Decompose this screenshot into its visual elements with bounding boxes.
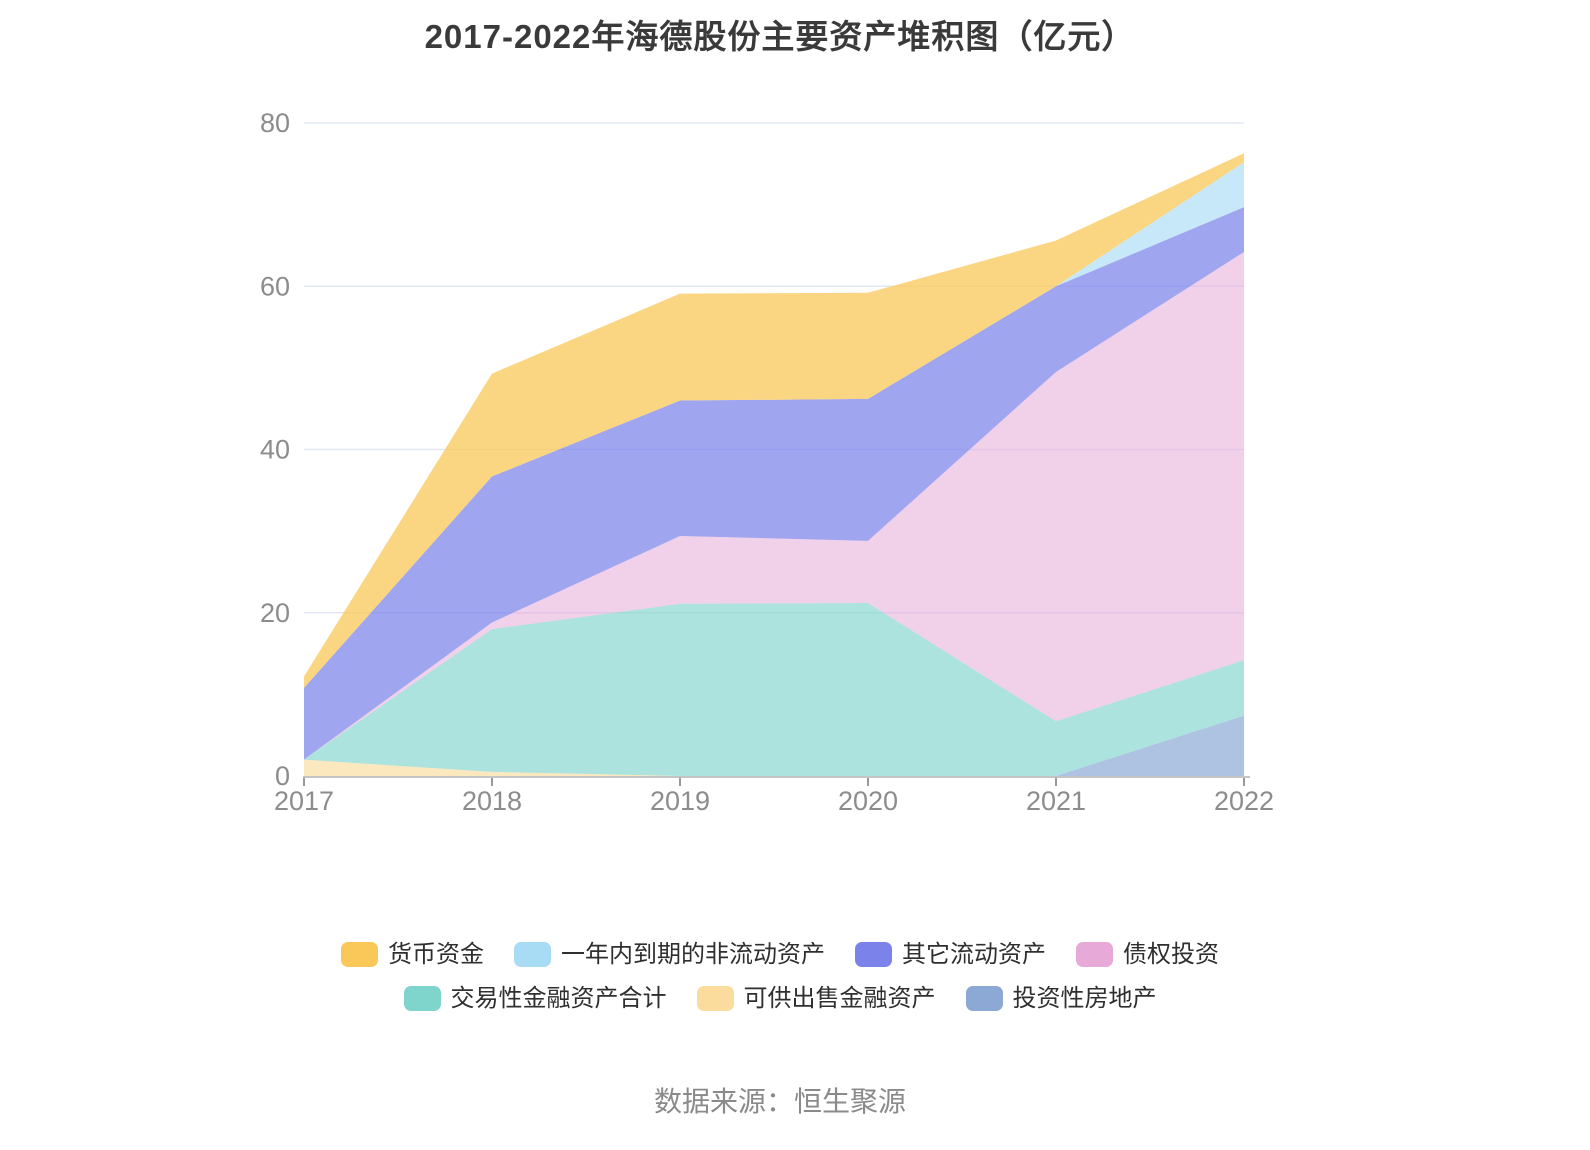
- area-投资性房地产: [304, 715, 1244, 776]
- x-tick-label-2019: 2019: [650, 786, 710, 816]
- x-tick-label-2020: 2020: [838, 786, 898, 816]
- y-tick-label-60: 60: [260, 271, 290, 301]
- area-其它流动资产: [304, 207, 1244, 760]
- area-可供出售金融资产: [304, 715, 1244, 776]
- legend-swatch-icon: [403, 986, 441, 1011]
- legend-label: 债权投资: [1123, 941, 1219, 968]
- area-货币资金: [304, 153, 1244, 688]
- legend-row-2: 交易性金融资产合计 可供出售金融资产 投资性房地产: [403, 985, 1157, 1012]
- chart-title: 2017-2022年海德股份主要资产堆积图（亿元）: [424, 18, 1136, 55]
- legend-swatch-icon: [855, 942, 892, 967]
- legend-swatch-icon: [514, 942, 551, 967]
- legend-item-货币资金[interactable]: 货币资金: [341, 942, 484, 967]
- legend-item-可供出售金融资产[interactable]: 可供出售金融资产: [696, 985, 936, 1012]
- x-tick-label-2022: 2022: [1214, 786, 1274, 816]
- legend-swatch-icon: [965, 986, 1003, 1011]
- legend-item-债权投资[interactable]: 债权投资: [1076, 942, 1219, 967]
- legend-swatch-icon: [341, 942, 378, 967]
- area-债权投资: [304, 251, 1244, 760]
- legend-swatch-icon: [1076, 942, 1113, 967]
- x-tick-label-2021: 2021: [1026, 786, 1086, 816]
- y-tick-label-0: 0: [275, 761, 290, 791]
- y-tick-label-80: 80: [260, 108, 290, 138]
- legend-label: 可供出售金融资产: [743, 985, 936, 1012]
- legend-label: 交易性金融资产合计: [450, 985, 667, 1012]
- stacked-area-chart: 2017 2018 2019 2020 2021 2022 0 20 40 60 80: [260, 108, 1274, 816]
- y-tick-label-40: 40: [260, 435, 290, 465]
- legend-item-其它流动资产[interactable]: 其它流动资产: [855, 942, 1046, 967]
- data-source: 数据来源：恒生聚源: [653, 1086, 906, 1117]
- x-tick-label-2018: 2018: [462, 786, 522, 816]
- y-tick-label-20: 20: [260, 598, 290, 628]
- legend-item-一年内到期的非流动资产[interactable]: 一年内到期的非流动资产: [514, 942, 825, 967]
- legend-item-投资性房地产[interactable]: 投资性房地产: [965, 985, 1157, 1012]
- legend-item-交易性金融资产合计[interactable]: 交易性金融资产合计: [403, 985, 667, 1012]
- x-tick-label-2017: 2017: [274, 786, 334, 816]
- legend-swatch-icon: [696, 986, 734, 1011]
- legend-label: 其它流动资产: [902, 941, 1046, 968]
- legend-row-1: 货币资金 一年内到期的非流动资产 其它流动资产 债权投资: [341, 942, 1219, 967]
- legend-label: 投资性房地产: [1012, 985, 1157, 1012]
- legend-label: 货币资金: [388, 941, 484, 968]
- legend-label: 一年内到期的非流动资产: [561, 941, 825, 968]
- chart-legend: 货币资金 一年内到期的非流动资产 其它流动资产 债权投资交易性金融资产合计 可供出售金融…: [0, 942, 1560, 1011]
- area-交易性金融资产合计: [304, 602, 1244, 776]
